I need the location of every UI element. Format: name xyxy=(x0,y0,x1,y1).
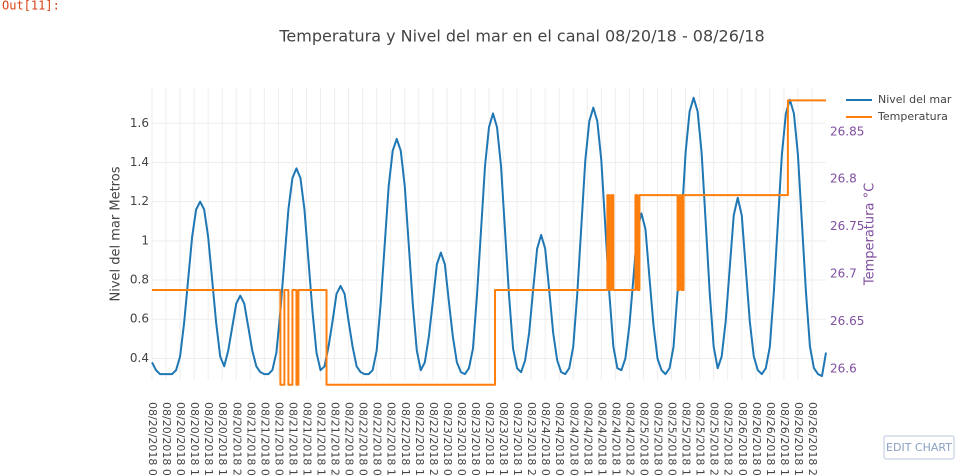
y-tick-label: 0.6 xyxy=(130,312,149,326)
x-tick-label: 08/20/2018 0 xyxy=(160,402,173,476)
x-tick-label: 08/22/2018 1 xyxy=(399,402,412,476)
x-tick-label: 08/26/2018 1 xyxy=(792,402,805,476)
x-tick-label: 08/26/2018 1 xyxy=(778,402,791,476)
x-tick-label: 08/25/2018 1 xyxy=(680,402,693,476)
y2-tick-label: 26.65 xyxy=(830,314,864,328)
plot-area xyxy=(151,96,827,386)
x-tick-label: 08/22/2018 0 xyxy=(343,402,356,476)
y-tick-label: 1.6 xyxy=(130,116,149,130)
x-tick-label: 08/25/2018 0 xyxy=(637,402,650,476)
x-tick-label: 08/21/2018 1 xyxy=(286,402,299,476)
x-tick-label: 08/24/2018 2 xyxy=(623,402,636,476)
x-tick-label: 08/26/2018 0 xyxy=(736,402,749,476)
x-tick-label: 08/26/2018 1 xyxy=(764,402,777,476)
y2-tick-label: 26.75 xyxy=(830,219,864,233)
y2-tick-label: 26.8 xyxy=(830,172,857,186)
x-tick-label: 08/22/2018 1 xyxy=(413,402,426,476)
x-tick-label: 08/23/2018 0 xyxy=(441,402,454,476)
x-tick-label: 08/24/2018 0 xyxy=(539,402,552,476)
x-tick-label: 08/25/2018 2 xyxy=(722,402,735,476)
y-tick-label: 0.4 xyxy=(130,351,149,365)
output-prompt: Out[11]: xyxy=(2,0,60,13)
x-tick-label: 08/22/2018 0 xyxy=(357,402,370,476)
edit-chart-button[interactable]: EDIT CHART xyxy=(883,435,955,460)
button-label[interactable]: EDIT CHART xyxy=(886,441,952,454)
y-tick-label: 1.2 xyxy=(130,194,149,208)
x-tick-label: 08/25/2018 0 xyxy=(652,402,665,476)
x-tick-label: 08/20/2018 0 xyxy=(146,402,159,476)
x-tick-label: 08/23/2018 0 xyxy=(469,402,482,476)
x-tick-label: 08/20/2018 1 xyxy=(216,402,229,476)
x-tick-label: 08/20/2018 2 xyxy=(230,402,243,476)
x-tick-label: 08/25/2018 2 xyxy=(708,402,721,476)
x-tick-label: 08/24/2018 1 xyxy=(595,402,608,476)
x-tick-label: 08/23/2018 0 xyxy=(455,402,468,476)
legend-label: Temperatura xyxy=(877,110,948,123)
x-tick-label: 08/20/2018 1 xyxy=(202,402,215,476)
y2-tick-label: 26.85 xyxy=(830,124,864,138)
legend-label: Nivel del mar xyxy=(878,93,952,106)
x-tick-label: 08/21/2018 0 xyxy=(244,402,257,476)
x-tick-label: 08/21/2018 0 xyxy=(272,402,285,476)
y2-tick-label: 26.6 xyxy=(830,361,857,375)
y2-tick-label: 26.7 xyxy=(830,266,857,280)
x-tick-label: 08/21/2018 0 xyxy=(258,402,271,476)
x-tick-label: 08/22/2018 0 xyxy=(371,402,384,476)
x-tick-label: 08/24/2018 1 xyxy=(609,402,622,476)
x-tick-label: 08/24/2018 0 xyxy=(567,402,580,476)
x-tick-label: 08/25/2018 0 xyxy=(666,402,679,476)
y2-axis-title: Temperatura °C xyxy=(863,183,878,286)
x-tick-label: 08/21/2018 1 xyxy=(315,402,328,476)
x-tick-label: 08/26/2018 2 xyxy=(806,402,819,476)
y-tick-label: 1 xyxy=(141,233,149,247)
y-axis-title: Nivel del mar Metros xyxy=(109,166,124,301)
y-tick-label: 1.4 xyxy=(130,155,149,169)
x-tick-label: 08/22/2018 1 xyxy=(385,402,398,476)
x-tick-label: 08/20/2018 0 xyxy=(174,402,187,476)
x-tick-label: 08/21/2018 2 xyxy=(329,402,342,476)
x-tick-label: 08/23/2018 1 xyxy=(511,402,524,476)
x-tick-label: 08/25/2018 1 xyxy=(694,402,707,476)
x-tick-label: 08/21/2018 1 xyxy=(300,402,313,476)
x-tick-label: 08/23/2018 1 xyxy=(497,402,510,476)
x-tick-label: 08/20/2018 1 xyxy=(188,402,201,476)
button-box[interactable] xyxy=(883,435,955,460)
x-tick-label: 08/24/2018 1 xyxy=(581,402,594,476)
grid xyxy=(151,88,826,380)
x-tick-label: 08/23/2018 2 xyxy=(525,402,538,476)
x-tick-label: 08/22/2018 2 xyxy=(427,402,440,476)
y-tick-label: 0.8 xyxy=(130,273,149,287)
x-tick-label: 08/24/2018 0 xyxy=(553,402,566,476)
series-line xyxy=(151,96,827,378)
x-tick-label: 08/26/2018 0 xyxy=(750,402,763,476)
series-line xyxy=(152,99,826,386)
chart-title: Temperatura y Nivel del mar en el canal … xyxy=(278,27,764,46)
x-tick-label: 08/23/2018 1 xyxy=(483,402,496,476)
